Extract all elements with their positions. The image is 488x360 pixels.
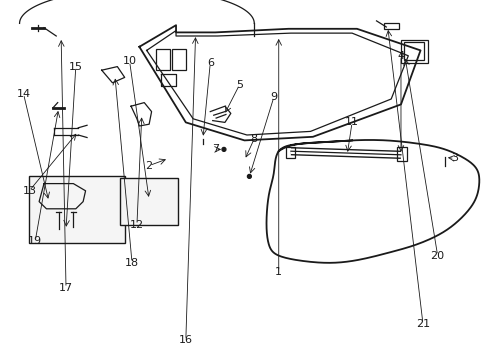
Text: 1: 1 (275, 267, 282, 277)
Text: 10: 10 (122, 56, 136, 66)
Text: 14: 14 (17, 89, 30, 99)
Bar (285, 147, 294, 158)
Bar (120, 178, 178, 225)
Text: 9: 9 (270, 92, 277, 102)
Text: 2: 2 (145, 161, 152, 171)
Text: 7: 7 (211, 144, 218, 154)
Text: 5: 5 (236, 80, 243, 90)
Text: 17: 17 (59, 283, 73, 293)
Bar (400, 40, 427, 63)
Text: 15: 15 (69, 62, 82, 72)
Text: 21: 21 (415, 319, 429, 329)
Bar (156, 49, 170, 70)
Bar (404, 42, 423, 60)
Text: 12: 12 (130, 220, 143, 230)
Text: 18: 18 (125, 258, 139, 268)
Text: 16: 16 (179, 335, 192, 345)
Text: 19: 19 (28, 236, 42, 246)
Bar (172, 49, 185, 70)
Bar (396, 147, 406, 161)
Circle shape (222, 147, 225, 152)
Text: 4: 4 (397, 51, 404, 61)
Bar (29, 176, 124, 243)
Text: 13: 13 (22, 186, 36, 196)
Circle shape (247, 174, 251, 179)
Text: 3: 3 (450, 153, 457, 163)
Bar (383, 23, 398, 29)
Text: 6: 6 (206, 58, 213, 68)
Text: 8: 8 (250, 134, 257, 144)
Text: 11: 11 (345, 117, 358, 127)
Text: 20: 20 (430, 251, 444, 261)
